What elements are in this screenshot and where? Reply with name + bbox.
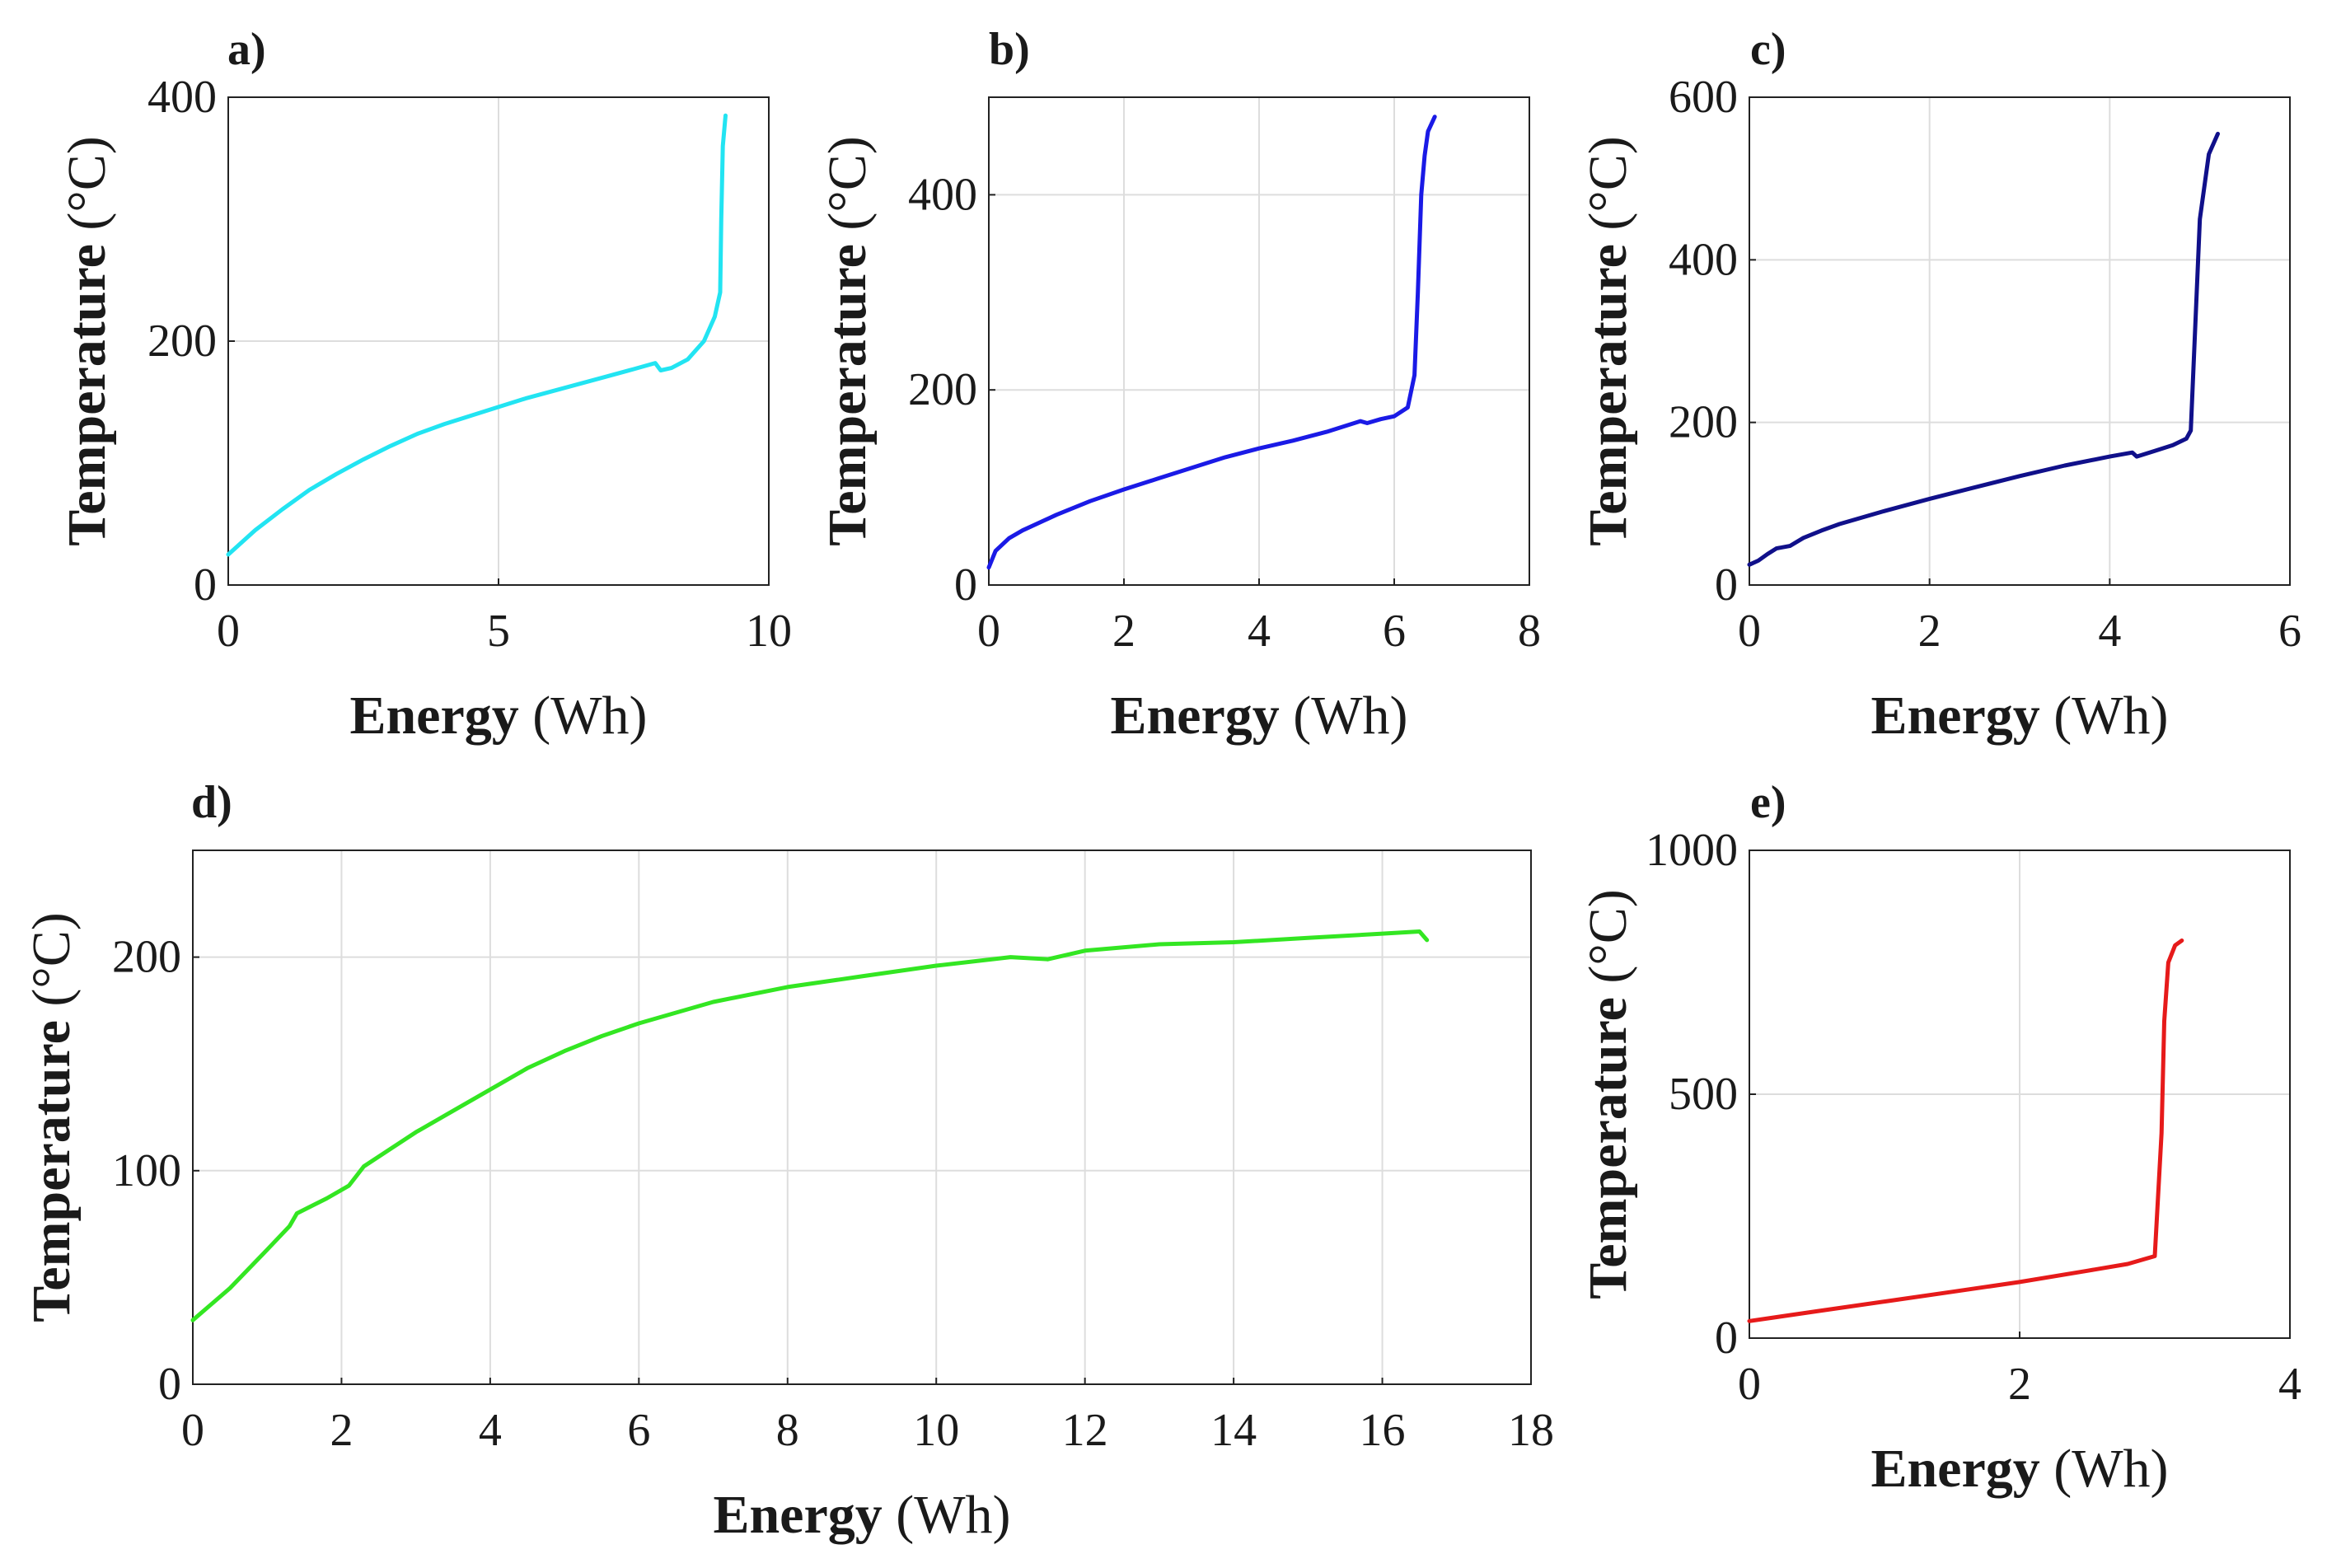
x-tick-label-e-1: 2 bbox=[2008, 1359, 2031, 1410]
x-tick-label-d-6: 12 bbox=[1062, 1405, 1108, 1456]
series-line-d-0 bbox=[190, 929, 1430, 1322]
x-tick-label-d-8: 16 bbox=[1360, 1405, 1406, 1456]
y-tick-label-d-2: 200 bbox=[112, 932, 181, 983]
x-axis-label-name-b: Energy bbox=[1110, 686, 1279, 746]
series-line-b-0 bbox=[986, 115, 1437, 570]
y-tick-label-d-1: 100 bbox=[112, 1145, 181, 1196]
y-tick-label-e-1: 500 bbox=[1669, 1069, 1738, 1120]
x-tick-label-c-2: 4 bbox=[2098, 606, 2121, 657]
y-axis-label-d: Temperature (°C) bbox=[21, 912, 82, 1322]
x-axis-label-e: Energy (Wh) bbox=[1870, 1439, 2168, 1499]
y-tick-label-a-2: 400 bbox=[147, 72, 217, 123]
panel-label-e: e) bbox=[1750, 777, 1786, 828]
x-tick-label-b-0: 0 bbox=[977, 606, 1000, 657]
x-tick-label-e-2: 4 bbox=[2278, 1359, 2301, 1410]
x-axis-label-unit-d: (Wh) bbox=[883, 1485, 1011, 1545]
y-tick-label-c-1: 200 bbox=[1669, 397, 1738, 448]
x-axis-label-unit-a: (Wh) bbox=[519, 686, 648, 746]
y-tick-label-b-2: 400 bbox=[908, 169, 977, 220]
y-axis-label-name-a: Temperature bbox=[57, 244, 117, 546]
x-axis-label-name-c: Energy bbox=[1870, 686, 2039, 746]
x-tick-label-d-0: 0 bbox=[181, 1405, 204, 1456]
plot-frame-d bbox=[192, 850, 1532, 1385]
y-axis-label-e: Temperature (°C) bbox=[1578, 889, 1638, 1299]
series-line-a-0 bbox=[226, 113, 728, 557]
plot-frame-c bbox=[1749, 96, 2291, 586]
x-axis-label-a: Energy (Wh) bbox=[349, 686, 647, 746]
x-tick-label-a-1: 5 bbox=[487, 606, 510, 657]
y-axis-label-name-b: Temperature bbox=[817, 244, 878, 546]
y-axis-label-name-d: Temperature bbox=[21, 1020, 82, 1322]
x-axis-label-unit-c: (Wh) bbox=[2040, 686, 2169, 746]
y-axis-label-unit-a: (°C) bbox=[57, 136, 117, 244]
y-tick-label-c-2: 400 bbox=[1669, 234, 1738, 285]
y-tick-label-c-3: 600 bbox=[1669, 72, 1738, 123]
y-tick-label-d-0: 0 bbox=[158, 1359, 181, 1410]
x-tick-label-a-0: 0 bbox=[217, 606, 240, 657]
y-axis-label-c: Temperature (°C) bbox=[1578, 136, 1638, 545]
x-axis-label-name-d: Energy bbox=[713, 1485, 882, 1545]
y-axis-label-b: Temperature (°C) bbox=[817, 136, 878, 545]
y-axis-label-unit-d: (°C) bbox=[21, 912, 82, 1020]
x-tick-label-b-2: 4 bbox=[1248, 606, 1271, 657]
y-tick-label-e-0: 0 bbox=[1715, 1313, 1738, 1364]
x-tick-label-d-2: 4 bbox=[479, 1405, 502, 1456]
series-line-e-0 bbox=[1747, 938, 2184, 1323]
x-tick-label-d-9: 18 bbox=[1508, 1405, 1554, 1456]
y-axis-label-name-e: Temperature bbox=[1578, 997, 1638, 1299]
x-axis-label-c: Energy (Wh) bbox=[1870, 686, 2168, 746]
x-tick-label-c-0: 0 bbox=[1738, 606, 1761, 657]
panel-label-d: d) bbox=[191, 777, 232, 828]
y-tick-label-b-1: 200 bbox=[908, 364, 977, 415]
y-axis-label-unit-e: (°C) bbox=[1578, 889, 1638, 997]
x-axis-label-name-a: Energy bbox=[349, 686, 518, 746]
panel-label-a: a) bbox=[227, 24, 266, 75]
x-tick-label-d-7: 14 bbox=[1210, 1405, 1257, 1456]
x-axis-label-unit-e: (Wh) bbox=[2040, 1439, 2169, 1499]
series-line-c-0 bbox=[1747, 131, 2220, 567]
chart-b: 0 2 4 6 8 0 200 400 b) Energy (Wh) Temperature (°C… bbox=[817, 24, 1541, 746]
x-tick-label-d-5: 10 bbox=[913, 1405, 959, 1456]
x-tick-label-b-4: 8 bbox=[1518, 606, 1541, 657]
panel-label-b: b) bbox=[989, 24, 1030, 75]
x-tick-label-b-1: 2 bbox=[1112, 606, 1135, 657]
y-axis-label-a: Temperature (°C) bbox=[57, 136, 117, 545]
x-axis-label-unit-b: (Wh) bbox=[1280, 686, 1408, 746]
y-tick-label-a-1: 200 bbox=[147, 316, 217, 367]
x-tick-label-a-2: 10 bbox=[746, 606, 792, 657]
x-tick-label-c-1: 2 bbox=[1918, 606, 1941, 657]
y-tick-label-a-0: 0 bbox=[194, 559, 217, 611]
x-axis-label-d: Energy (Wh) bbox=[713, 1485, 1010, 1545]
x-tick-label-c-3: 6 bbox=[2278, 606, 2301, 657]
y-tick-label-b-0: 0 bbox=[954, 559, 977, 611]
y-axis-label-name-c: Temperature bbox=[1578, 244, 1638, 546]
x-tick-label-d-4: 8 bbox=[776, 1405, 799, 1456]
x-axis-label-name-e: Energy bbox=[1870, 1439, 2039, 1499]
y-axis-label-unit-b: (°C) bbox=[817, 136, 878, 244]
x-tick-label-d-1: 2 bbox=[330, 1405, 353, 1456]
chart-d: 0 2 4 6 8 10 12 14 16 18 0 100 200 d) Energy (Wh) Tempe… bbox=[21, 777, 1554, 1545]
x-tick-label-e-0: 0 bbox=[1738, 1359, 1761, 1410]
x-tick-label-b-3: 6 bbox=[1383, 606, 1406, 657]
y-tick-label-e-2: 1000 bbox=[1646, 825, 1738, 876]
panel-label-c: c) bbox=[1750, 24, 1786, 75]
x-tick-label-d-3: 6 bbox=[627, 1405, 650, 1456]
x-axis-label-b: Energy (Wh) bbox=[1110, 686, 1407, 746]
y-tick-label-c-0: 0 bbox=[1715, 559, 1738, 611]
y-axis-label-unit-c: (°C) bbox=[1578, 136, 1638, 244]
